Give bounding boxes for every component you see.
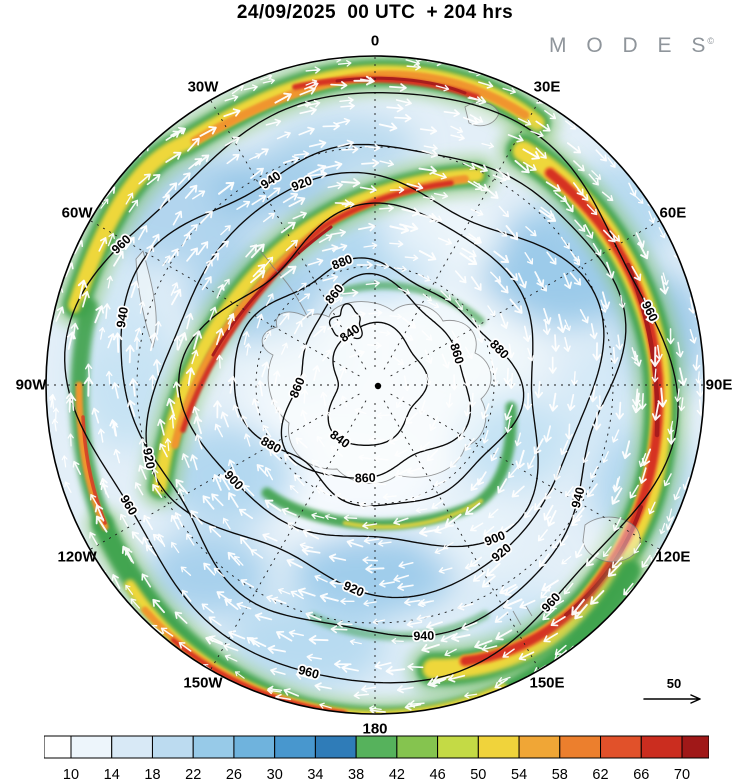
lon-label-30E: 30E <box>533 78 561 96</box>
lon-label-150E: 150E <box>529 674 565 692</box>
lon-label-30W: 30W <box>187 78 219 96</box>
colorbar-tick-label: 14 <box>104 767 120 782</box>
colorbar-tick-label: 30 <box>267 767 283 782</box>
page-title: 24/09/2025 00 UTC + 204 hrs <box>236 2 514 23</box>
colorbar-tick-label: 18 <box>144 767 160 782</box>
colorbar-cell <box>477 735 520 759</box>
graticule-meridian <box>89 220 360 377</box>
height-contour-inner-loop <box>328 303 363 340</box>
colorbar-cell <box>518 735 561 759</box>
lon-label-180: 180 <box>362 720 388 738</box>
map-boundary <box>45 55 705 715</box>
colorbar-cell <box>600 735 642 759</box>
graticule-meridian <box>390 393 661 550</box>
lon-label-120W: 120W <box>57 548 97 566</box>
lon-label-90W: 90W <box>15 376 47 394</box>
colorbar: 10 14 18 22 26 30 34 38 42 46 50 54 58 62 66 70 <box>43 735 710 782</box>
contour-label-940: 940 <box>411 627 436 645</box>
wind-arrows <box>46 56 704 714</box>
graticule-meridian <box>210 99 367 370</box>
colorbar-tick-label: 22 <box>185 767 201 782</box>
colorbar-cell <box>111 735 153 759</box>
colorbar-cell <box>559 735 602 759</box>
graticule-meridian <box>383 400 540 671</box>
lon-label-0: 0 <box>370 32 380 50</box>
height-contour-900 <box>178 202 539 548</box>
graticule-meridian <box>390 220 661 377</box>
wind-scale-value: 50 <box>666 676 682 691</box>
colorbar-tick-label: 70 <box>674 767 690 782</box>
colorbar-cell <box>314 735 357 759</box>
svg-text:860: 860 <box>354 471 375 486</box>
colorbar-tick-label: 26 <box>226 767 242 782</box>
height-contour-840 <box>327 321 429 446</box>
colorbar-tick-label: 50 <box>470 767 486 782</box>
colorbar-cell <box>70 735 113 759</box>
graticule <box>46 56 704 714</box>
pole-marker <box>374 382 382 390</box>
lon-label-60W: 60W <box>61 204 93 222</box>
colorbar-cell <box>396 735 439 759</box>
height-contour-880 <box>233 257 525 507</box>
svg-text:940: 940 <box>413 629 434 643</box>
colorbar-cell <box>681 735 710 759</box>
graticule-meridian <box>210 400 367 671</box>
height-contour-920 <box>145 171 605 599</box>
colorbar-wrap: 10 14 18 22 26 30 34 38 42 46 50 54 58 62 66 70 <box>43 735 710 782</box>
lon-label-90E: 90E <box>705 376 733 394</box>
colorbar-cell <box>437 735 479 759</box>
wind-scale-arrow <box>643 694 701 704</box>
contour-label-860: 860 <box>353 469 378 487</box>
wind-scale-legend: 50 <box>642 676 706 710</box>
contour-label-920: 920 <box>138 445 159 472</box>
map-area: 840 840 860 860 860 860 880 880 880 900 900 920 920 9… <box>16 33 733 738</box>
polar-map: 8408408608608608608808808809009009209209… <box>45 55 705 715</box>
lon-label-60E: 60E <box>659 204 687 222</box>
colorbar-tick-label: 34 <box>307 767 323 782</box>
height-contours <box>64 92 679 684</box>
colorbar-tick-label: 62 <box>592 767 608 782</box>
svg-text:920: 920 <box>140 447 157 470</box>
colorbar-tick-label: 58 <box>552 767 568 782</box>
lon-label-150W: 150W <box>183 674 223 692</box>
graticule-meridian <box>383 99 540 370</box>
modes-logo-text: M O D E S <box>549 34 713 57</box>
jet-stream-bands <box>53 56 688 714</box>
colorbar-cell <box>43 735 72 759</box>
colorbar-tick-label: 38 <box>348 767 364 782</box>
modes-logo: M O D E S© <box>549 34 714 58</box>
colorbar-cell <box>192 735 235 759</box>
colorbar-tick-label: 46 <box>430 767 446 782</box>
height-contour-960 <box>64 92 679 684</box>
lon-label-120E: 120E <box>655 548 691 566</box>
colorbar-cell <box>233 735 276 759</box>
colorbar-cell <box>274 735 316 759</box>
colorbar-cell <box>355 735 398 759</box>
colorbar-tick-label: 10 <box>63 767 79 782</box>
colorbar-tick-label: 42 <box>389 767 405 782</box>
contour-label-940: 940 <box>112 304 133 330</box>
colorbar-cell <box>640 735 683 759</box>
colorbar-tick-label: 66 <box>633 767 649 782</box>
modes-logo-mark: © <box>707 36 714 46</box>
colorbar-cell <box>151 735 194 759</box>
graticule-parallel <box>255 265 495 505</box>
svg-text:940: 940 <box>114 306 131 329</box>
colorbar-tick-label: 54 <box>511 767 527 782</box>
